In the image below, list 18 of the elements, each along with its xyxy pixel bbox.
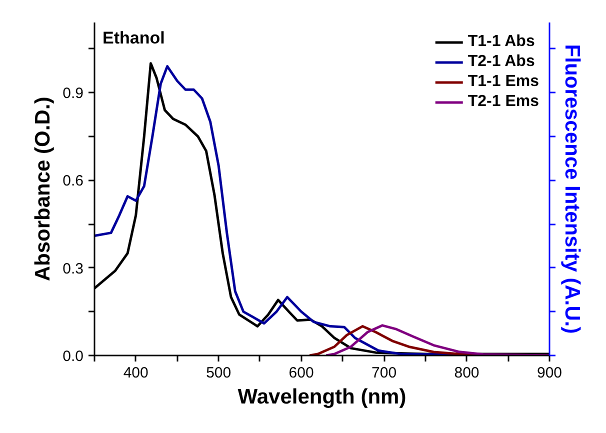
- legend-label: T1-1 Abs: [468, 33, 535, 51]
- y-tick-label: 0.0: [62, 348, 84, 365]
- x-tick-label: 400: [123, 364, 148, 382]
- y-tick-label: 0.9: [62, 85, 84, 102]
- x-tick-label: 600: [288, 364, 314, 382]
- x-tick-label: 700: [372, 364, 397, 382]
- annotation: Ethanol: [102, 28, 165, 48]
- legend-label: T2-1 Abs: [468, 53, 535, 71]
- x-tick-label: 900: [536, 364, 562, 382]
- legend-label: T2-1 Ems: [468, 93, 539, 111]
- x-tick-label: 500: [206, 364, 232, 382]
- y2-axis-title: Fluorescence Intensity (A.U.): [560, 44, 584, 334]
- y-tick-label: 0.3: [62, 260, 84, 278]
- legend-label: T1-1 Ems: [468, 73, 539, 91]
- y-axis-title: Absorbance (O.D.): [32, 96, 55, 282]
- y-tick-label: 0.6: [62, 172, 84, 190]
- x-tick-label: 800: [454, 364, 480, 382]
- x-axis-title: Wavelength (nm): [238, 386, 406, 408]
